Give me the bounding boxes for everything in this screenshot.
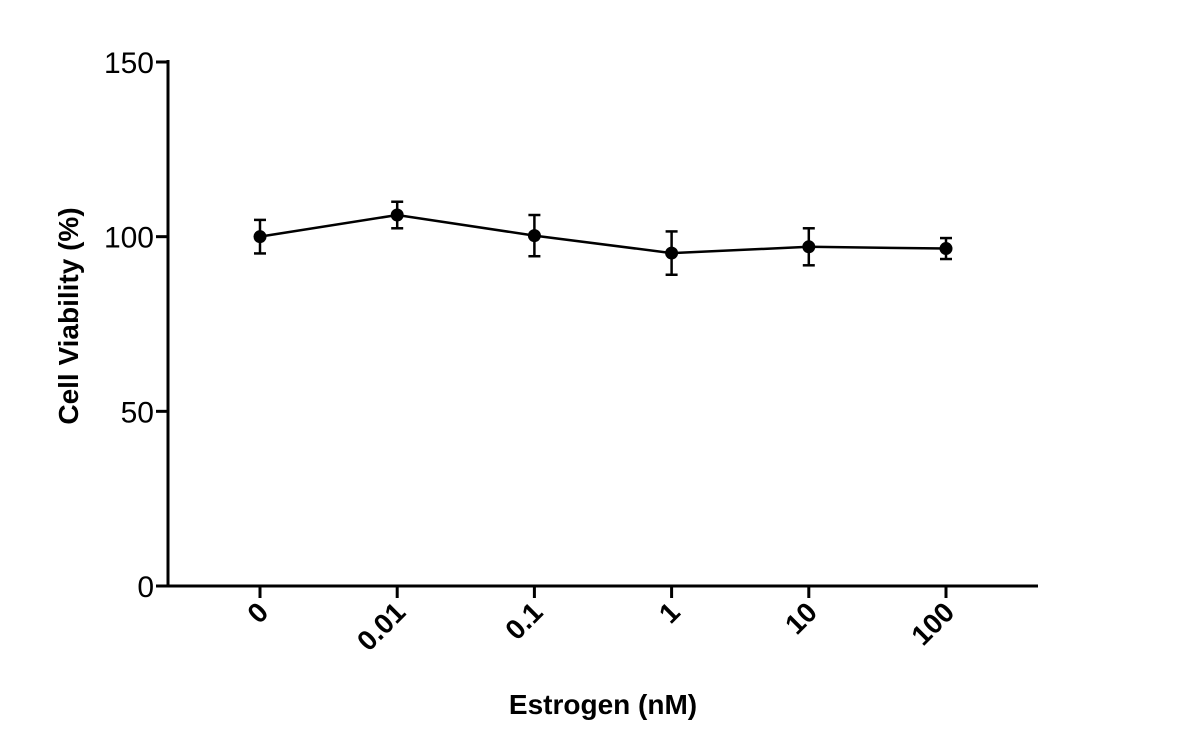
data-point	[390, 208, 404, 222]
x-ticks: 0 0.01 0.1 1 10 100	[241, 586, 960, 657]
y-tick-label: 50	[121, 396, 154, 429]
y-tick-label: 150	[104, 47, 154, 80]
x-tick-label: 1	[653, 596, 686, 629]
data-point	[802, 240, 816, 254]
series-layer	[253, 200, 953, 276]
y-tick-label: 0	[137, 571, 154, 604]
data-point	[527, 229, 541, 243]
data-point	[939, 242, 953, 256]
x-tick-label: 0.1	[499, 596, 548, 645]
y-tick-label: 100	[104, 222, 154, 255]
y-axis-title: Cell Viability (%)	[53, 207, 84, 424]
x-tick-label: 10	[779, 596, 823, 640]
data-point	[665, 246, 679, 260]
series-line	[259, 213, 947, 255]
y-ticks: 0 50 100 150	[104, 47, 168, 604]
x-tick-label: 100	[905, 596, 960, 651]
x-tick-label: 0	[241, 596, 274, 629]
data-point	[253, 230, 267, 244]
x-tick-label: 0.01	[351, 596, 411, 656]
x-axis-title: Estrogen (nM)	[509, 689, 697, 720]
